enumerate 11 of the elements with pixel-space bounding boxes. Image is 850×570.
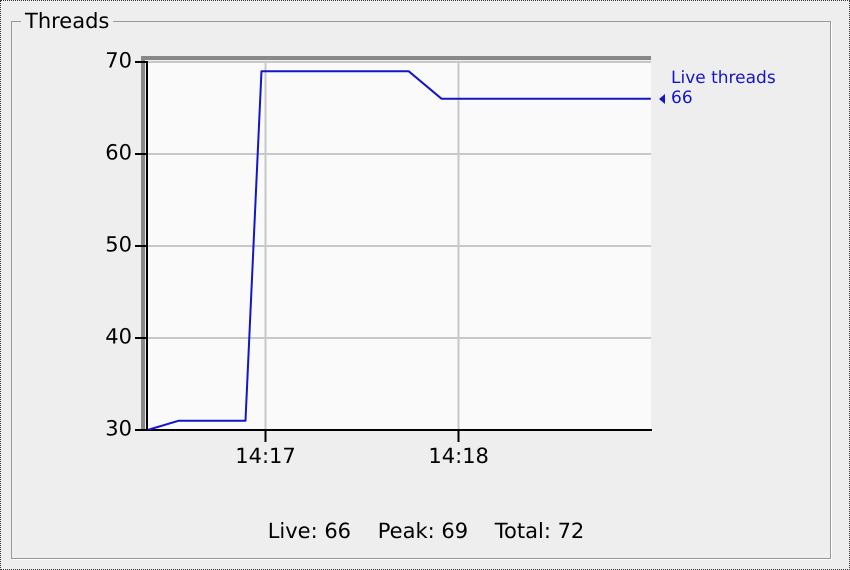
chart-title: Threads — [21, 9, 114, 33]
y-tick-label: 70 — [105, 48, 132, 72]
data-label: 66 — [671, 88, 693, 108]
y-tick-label: 60 — [105, 140, 132, 164]
y-tick-label: 30 — [105, 416, 132, 440]
text: Live: 66 Peak: 69 Total: 72 — [266, 519, 586, 543]
y-tick-label: 40 — [105, 324, 132, 348]
x-tick-label: 14:17 — [235, 444, 296, 468]
y-tick-label: 50 — [105, 232, 132, 256]
series-label: Live threads — [671, 68, 776, 88]
x-tick-label: 14:18 — [428, 444, 489, 468]
